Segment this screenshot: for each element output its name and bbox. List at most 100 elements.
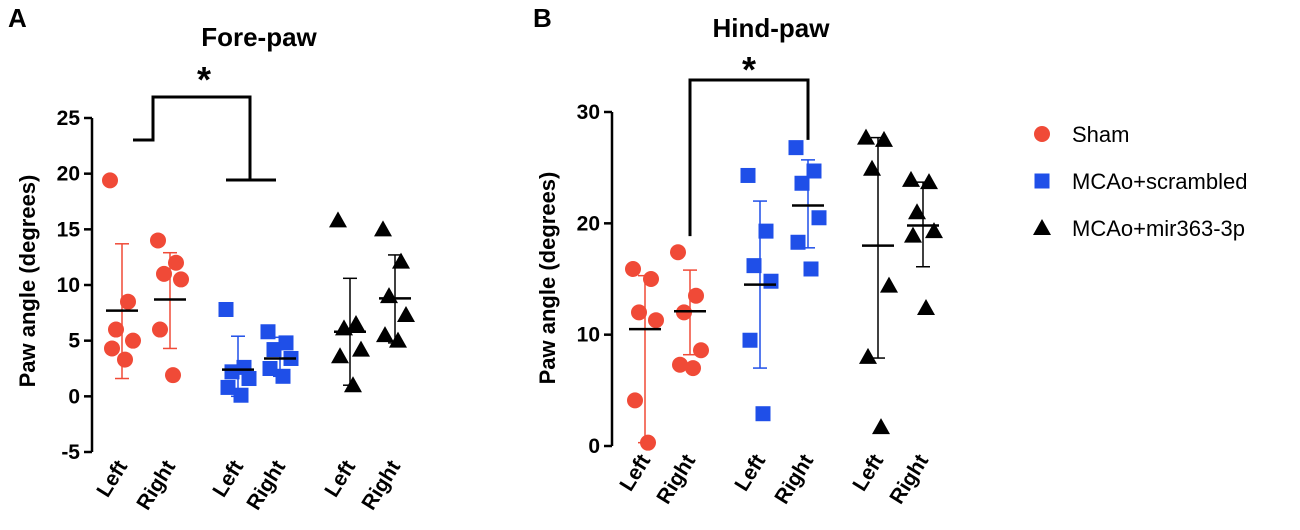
- data-point: [917, 298, 935, 315]
- panel-a-x-tick-label: Right: [242, 456, 290, 514]
- data-point: [125, 332, 141, 349]
- data-point: [625, 260, 641, 277]
- data-point: [790, 234, 806, 250]
- panel-b-x-tick-label: Right: [885, 450, 933, 508]
- data-point: [685, 360, 701, 377]
- panel-b-significance-bracket: [688, 78, 810, 237]
- panel-a-y-tick-label: -5: [61, 441, 80, 464]
- panel-b-x-tick-label: Right: [652, 450, 700, 508]
- data-point: [688, 287, 704, 304]
- data-point: [347, 314, 365, 331]
- data-point: [920, 173, 938, 190]
- data-point: [746, 258, 762, 274]
- data-point: [631, 304, 647, 321]
- data-point: [875, 130, 893, 147]
- panel-b-y-tick-label: 10: [577, 324, 600, 347]
- data-point: [672, 356, 688, 373]
- data-point: [156, 265, 172, 282]
- panel-b-significance-star: *: [742, 49, 756, 90]
- panel-a-mir-right: [374, 220, 415, 348]
- panel-b-sham-right: [670, 244, 709, 377]
- legend-marker: [1033, 219, 1051, 235]
- data-point: [908, 203, 926, 220]
- data-point: [857, 128, 875, 145]
- panel-a-x-tick-label: Left: [320, 456, 360, 501]
- data-point: [376, 326, 394, 343]
- data-point: [344, 376, 362, 393]
- panel-a-scrambled-left: [218, 301, 257, 403]
- data-point: [275, 368, 291, 384]
- panel-b-x-tick-label: Right: [770, 450, 818, 508]
- data-point: [331, 347, 349, 364]
- legend-marker: [1034, 126, 1050, 142]
- panel-b-y-tick-label: 30: [577, 101, 600, 124]
- panel-a-y-axis-label: Paw angle (degrees): [15, 175, 40, 388]
- data-point: [755, 406, 771, 422]
- data-point: [872, 418, 890, 435]
- panel-a-y-tick-label: 5: [68, 330, 80, 353]
- legend-label: MCAo+mir363-3p: [1072, 216, 1245, 241]
- data-point: [104, 340, 120, 357]
- data-point: [880, 276, 898, 293]
- panel-b-y-tick-label: 20: [577, 212, 600, 235]
- data-point: [329, 211, 347, 228]
- data-point: [904, 226, 922, 243]
- data-point: [260, 324, 276, 340]
- legend-item-sham: Sham: [1034, 122, 1129, 147]
- panel-b-x-tick-label: Left: [730, 450, 770, 495]
- data-point: [794, 175, 810, 191]
- panel-a-scrambled-right: [260, 324, 299, 384]
- data-point: [925, 222, 943, 239]
- panel-a-y-tick-label: 20: [57, 163, 80, 186]
- data-point: [763, 273, 779, 289]
- data-point: [102, 172, 118, 189]
- data-point: [120, 293, 136, 310]
- panel-a-letter: A: [8, 3, 27, 33]
- panel-a-x-tick-label: Right: [357, 456, 405, 514]
- data-point: [224, 364, 240, 380]
- panel-a-title: Fore-paw: [201, 22, 317, 52]
- panel-a-y-tick-label: 0: [68, 385, 80, 408]
- panel-b-scrambled-left: [740, 167, 779, 422]
- data-point: [165, 367, 181, 384]
- data-point: [374, 220, 392, 237]
- panel-a-mir-left: [329, 211, 370, 393]
- data-point: [742, 332, 758, 348]
- data-point: [173, 271, 189, 288]
- data-point: [220, 379, 236, 395]
- data-point: [266, 342, 282, 358]
- panel-b-x-tick-label: Left: [848, 450, 888, 495]
- legend-item-scrambled: MCAo+scrambled: [1034, 169, 1247, 194]
- panel-b-mir-right: [902, 170, 943, 315]
- legend-marker: [1034, 173, 1050, 189]
- panel-a-x-tick-label: Right: [132, 456, 180, 514]
- panel-b-mir-left: [857, 128, 898, 435]
- data-point: [117, 351, 133, 368]
- legend-label: MCAo+scrambled: [1072, 169, 1247, 194]
- panel-b-letter: B: [533, 3, 552, 33]
- data-point: [648, 312, 664, 329]
- data-point: [693, 342, 709, 359]
- data-point: [218, 301, 234, 317]
- data-point: [806, 163, 822, 179]
- data-point: [670, 244, 686, 261]
- data-point: [863, 159, 881, 176]
- data-point: [740, 167, 756, 183]
- panel-a-sham-left: [102, 172, 141, 380]
- legend: Sham MCAo+scrambled MCAo+mir363-3p: [1033, 122, 1247, 241]
- panel-a-y-tick-label: 15: [57, 218, 81, 241]
- data-point: [241, 371, 257, 387]
- data-point: [859, 347, 877, 364]
- data-point: [758, 223, 774, 239]
- data-point: [392, 252, 410, 269]
- data-point: [233, 387, 249, 403]
- panel-a-x-tick-label: Left: [92, 456, 132, 501]
- data-point: [108, 321, 124, 338]
- panel-a-significance-star: *: [197, 59, 211, 100]
- data-point: [152, 321, 168, 338]
- data-point: [262, 361, 278, 376]
- panel-a-y-tick-label: 25: [57, 107, 81, 130]
